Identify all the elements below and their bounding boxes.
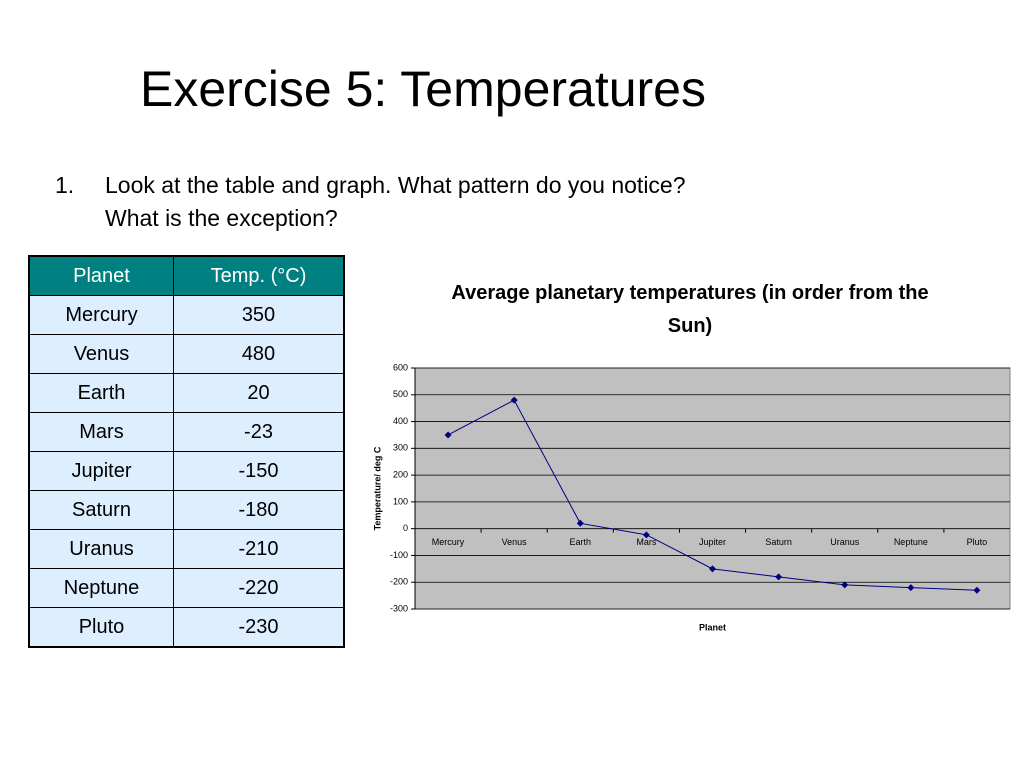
data-table: Planet Temp. (°C) Mercury 350 Venus 480 Earth 2… [28, 255, 345, 648]
table-cell: Mars [28, 412, 174, 452]
column-header: Temp. (°C) [173, 255, 345, 296]
table-cell: -210 [173, 529, 345, 569]
x-tick-label: Earth [570, 537, 592, 547]
plot-area [414, 367, 1011, 610]
y-tick-label: -200 [390, 577, 408, 587]
table-cell: -23 [173, 412, 345, 452]
x-tick-label: Pluto [967, 537, 988, 547]
x-tick-label: Mars [636, 537, 656, 547]
column-header: Planet [28, 255, 174, 296]
data-point [907, 584, 915, 592]
table-cell: Mercury [28, 295, 174, 335]
table-cell: 350 [173, 295, 345, 335]
x-tick-label: Jupiter [699, 537, 726, 547]
x-tick-label: Mercury [432, 537, 465, 547]
y-tick-label: -300 [390, 603, 408, 613]
data-point [576, 519, 584, 527]
x-tick-label: Venus [502, 537, 528, 547]
chart-title: Average planetary temperatures (in order… [451, 282, 929, 337]
table-cell: 480 [173, 334, 345, 374]
table-row: Venus 480 [28, 334, 345, 374]
question-number: 1. [55, 172, 75, 198]
table-row: Uranus -210 [28, 529, 345, 569]
table-row: Saturn -180 [28, 490, 345, 530]
x-axis-label: Planet [699, 622, 726, 632]
table-row: Earth 20 [28, 373, 345, 413]
y-tick-label: 400 [393, 416, 408, 426]
data-point [973, 586, 981, 594]
table-cell: -220 [173, 568, 345, 608]
header-row: Planet Temp. (°C) [28, 255, 345, 296]
y-tick-label: 600 [393, 362, 408, 372]
data-point [444, 431, 452, 439]
table-cell: Earth [28, 373, 174, 413]
y-axis-label: Temperature/ deg C [372, 446, 382, 530]
table-cell: Jupiter [28, 451, 174, 491]
y-tick-label: 100 [393, 496, 408, 506]
table-cell: -230 [173, 607, 345, 648]
x-tick-label: Saturn [765, 537, 792, 547]
y-tick-label: 0 [403, 523, 408, 533]
data-point [642, 531, 650, 539]
y-tick-label: 300 [393, 443, 408, 453]
table-row: Mars -23 [28, 412, 345, 452]
table-cell: Uranus [28, 529, 174, 569]
table-cell: Saturn [28, 490, 174, 530]
data-point [510, 396, 518, 404]
table-cell: Neptune [28, 568, 174, 608]
table-row: Neptune -220 [28, 568, 345, 608]
table-cell: Venus [28, 334, 174, 374]
table-cell: -150 [173, 451, 345, 491]
table-cell: -180 [173, 490, 345, 530]
table-row: Jupiter -150 [28, 451, 345, 491]
y-tick-label: 200 [393, 469, 408, 479]
question-text: Look at the table and graph. What patter… [105, 172, 686, 198]
data-point [709, 565, 716, 573]
x-tick-label: Neptune [894, 537, 928, 547]
question-text: What is the exception? [105, 205, 338, 231]
data-point [841, 581, 849, 589]
x-tick-label: Uranus [830, 537, 860, 547]
y-tick-label: 500 [393, 389, 408, 399]
table-row: Pluto -230 [28, 607, 345, 648]
y-tick-label: -100 [390, 550, 408, 560]
table-cell: 20 [173, 373, 345, 413]
data-point [775, 573, 783, 581]
slide-title: Exercise 5: Temperatures [140, 61, 706, 117]
table-row: Mercury 350 [28, 295, 345, 335]
